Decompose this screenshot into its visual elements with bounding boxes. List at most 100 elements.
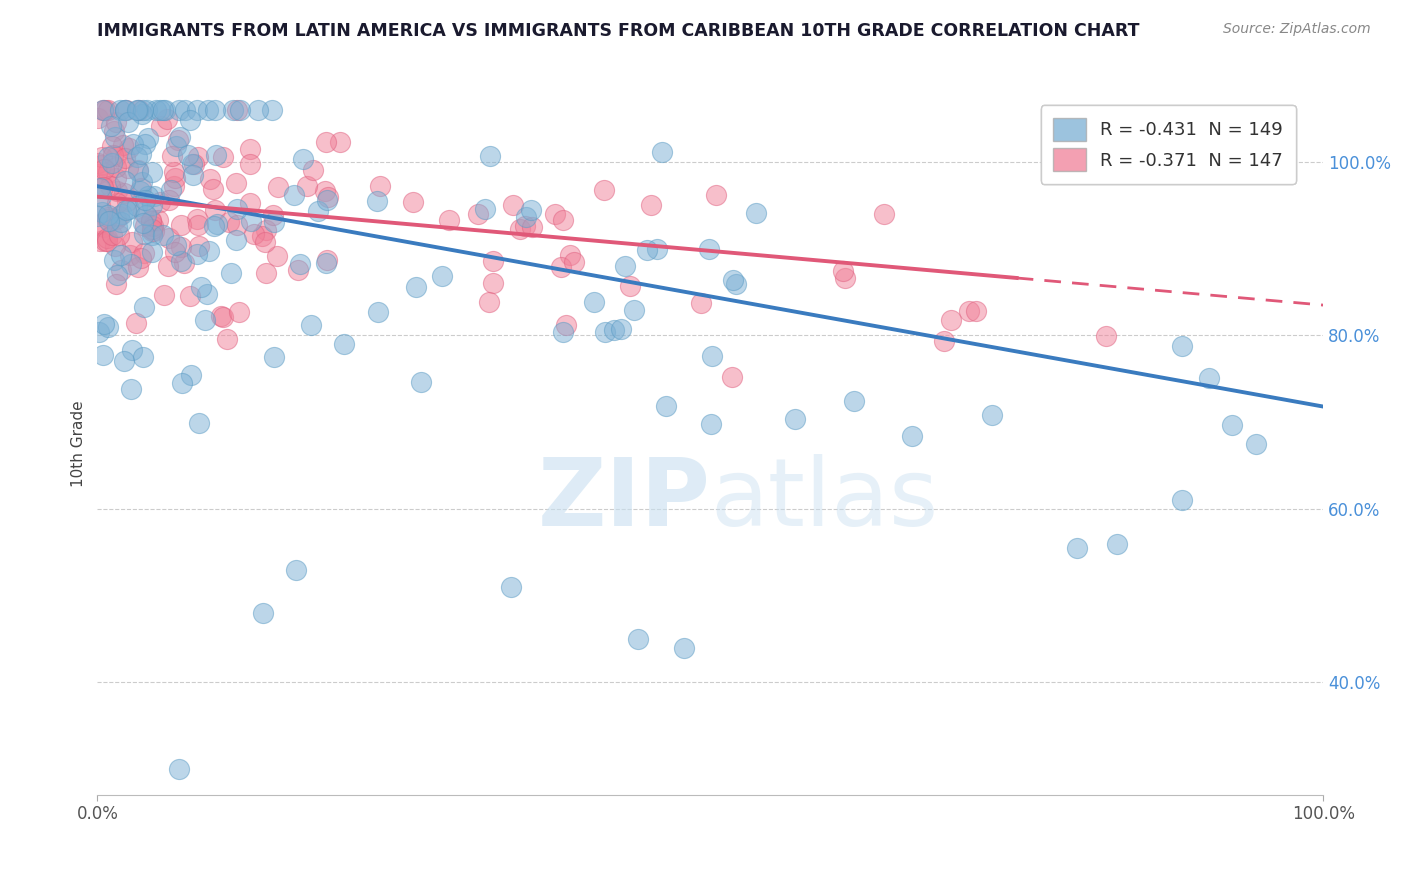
Point bbox=[502, 198, 524, 212]
Point bbox=[187, 239, 209, 253]
Point bbox=[402, 194, 425, 209]
Point bbox=[842, 393, 865, 408]
Point bbox=[603, 323, 626, 337]
Point bbox=[94, 103, 117, 117]
Point bbox=[132, 227, 155, 242]
Point bbox=[118, 202, 141, 217]
Point bbox=[965, 303, 987, 318]
Point bbox=[141, 222, 163, 236]
Point bbox=[582, 294, 605, 309]
Point bbox=[188, 416, 211, 430]
Point bbox=[243, 227, 266, 241]
Point bbox=[111, 207, 134, 221]
Point bbox=[173, 256, 195, 270]
Point bbox=[202, 182, 225, 196]
Point bbox=[127, 163, 149, 178]
Point bbox=[283, 188, 305, 202]
Point bbox=[97, 103, 120, 117]
Text: IMMIGRANTS FROM LATIN AMERICA VS IMMIGRANTS FROM CARIBBEAN 10TH GRADE CORRELATIO: IMMIGRANTS FROM LATIN AMERICA VS IMMIGRA… bbox=[97, 22, 1140, 40]
Point bbox=[474, 202, 496, 217]
Point bbox=[141, 245, 163, 260]
Point bbox=[834, 270, 856, 285]
Point bbox=[301, 162, 323, 177]
Point bbox=[209, 309, 232, 323]
Point bbox=[299, 318, 322, 332]
Point bbox=[254, 223, 277, 237]
Point bbox=[134, 300, 156, 314]
Point bbox=[287, 263, 309, 277]
Point bbox=[103, 124, 125, 138]
Point bbox=[479, 149, 502, 163]
Point bbox=[104, 149, 127, 163]
Point bbox=[134, 136, 156, 151]
Point bbox=[143, 223, 166, 237]
Point bbox=[831, 264, 853, 278]
Point bbox=[263, 350, 285, 364]
Point bbox=[128, 184, 150, 198]
Point bbox=[152, 227, 174, 242]
Point bbox=[98, 214, 121, 228]
Point bbox=[97, 149, 120, 163]
Point bbox=[239, 142, 262, 156]
Point bbox=[163, 178, 186, 193]
Point bbox=[110, 215, 132, 229]
Point bbox=[93, 220, 115, 235]
Point bbox=[110, 263, 132, 277]
Point bbox=[112, 186, 135, 201]
Point bbox=[132, 216, 155, 230]
Point bbox=[315, 194, 337, 208]
Point bbox=[645, 243, 668, 257]
Point bbox=[222, 103, 245, 117]
Point bbox=[91, 150, 114, 164]
Point bbox=[163, 164, 186, 178]
Point bbox=[197, 103, 219, 117]
Point bbox=[104, 160, 127, 174]
Point bbox=[509, 222, 531, 236]
Text: Source: ZipAtlas.com: Source: ZipAtlas.com bbox=[1223, 22, 1371, 37]
Point bbox=[225, 233, 247, 247]
Point bbox=[143, 189, 166, 203]
Point bbox=[186, 247, 208, 261]
Point bbox=[267, 180, 290, 194]
Point bbox=[160, 183, 183, 197]
Point bbox=[1246, 437, 1268, 451]
Point bbox=[655, 399, 678, 413]
Point bbox=[288, 257, 311, 271]
Point bbox=[152, 103, 174, 117]
Point bbox=[93, 318, 115, 332]
Point bbox=[129, 147, 152, 161]
Point bbox=[105, 277, 128, 291]
Point bbox=[285, 563, 308, 577]
Point bbox=[720, 370, 742, 384]
Point bbox=[1066, 541, 1088, 556]
Point bbox=[90, 177, 112, 191]
Point bbox=[651, 145, 673, 159]
Point bbox=[368, 178, 391, 193]
Point bbox=[520, 203, 543, 218]
Point bbox=[205, 217, 228, 231]
Point bbox=[724, 277, 747, 291]
Point bbox=[592, 183, 614, 197]
Point bbox=[981, 408, 1004, 422]
Point bbox=[97, 208, 120, 222]
Point bbox=[131, 351, 153, 365]
Point bbox=[110, 248, 132, 262]
Point bbox=[246, 103, 269, 117]
Point bbox=[120, 382, 142, 396]
Point bbox=[482, 276, 505, 290]
Point bbox=[482, 253, 505, 268]
Point bbox=[263, 215, 285, 229]
Point bbox=[229, 103, 252, 117]
Point bbox=[107, 228, 129, 243]
Point bbox=[127, 103, 149, 117]
Point bbox=[165, 171, 187, 186]
Point bbox=[254, 266, 277, 280]
Point bbox=[105, 196, 128, 211]
Point bbox=[86, 209, 108, 223]
Point bbox=[105, 219, 128, 234]
Point bbox=[190, 280, 212, 294]
Point bbox=[183, 157, 205, 171]
Point bbox=[218, 215, 240, 229]
Point bbox=[333, 337, 356, 351]
Point bbox=[91, 217, 114, 231]
